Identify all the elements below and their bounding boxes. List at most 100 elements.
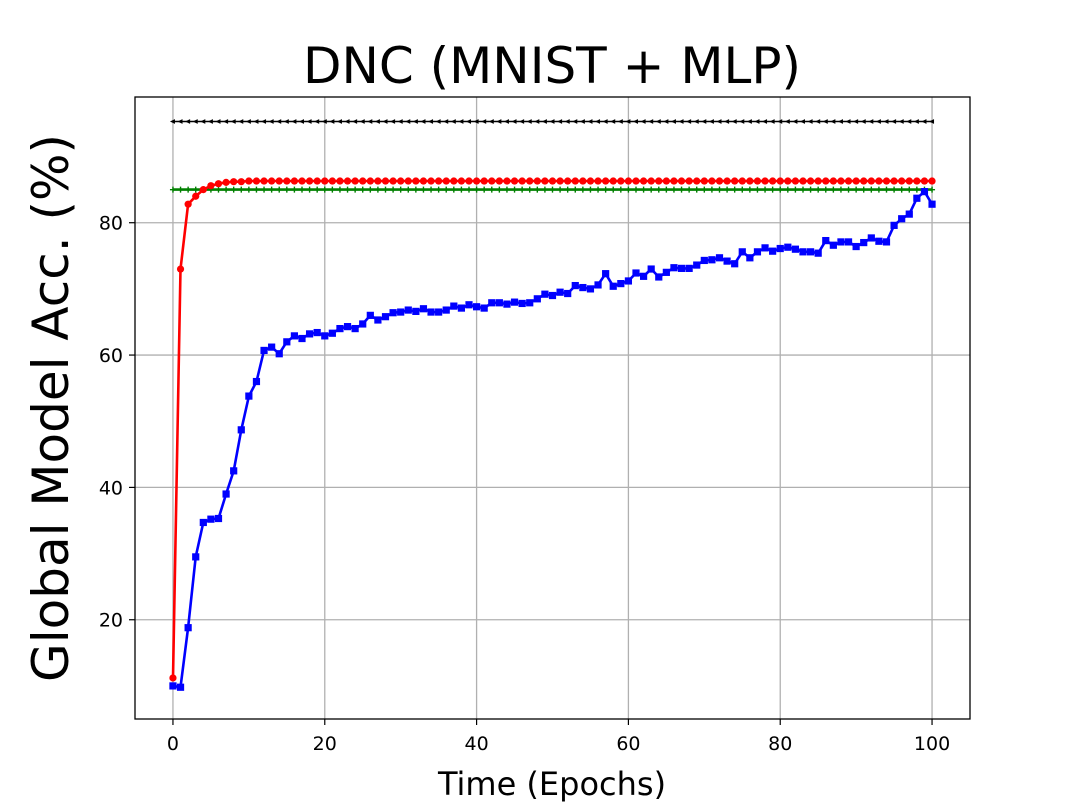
data-point (822, 119, 828, 124)
data-point (685, 177, 693, 185)
x-tick-label: 100 (914, 733, 950, 755)
data-point (883, 119, 889, 124)
data-point (845, 119, 851, 124)
data-point (488, 186, 495, 193)
data-point (548, 291, 557, 300)
data-point (761, 244, 769, 252)
data-point (913, 177, 921, 185)
data-point (746, 186, 753, 193)
data-point (920, 188, 929, 196)
data-point (913, 194, 921, 202)
axis-ticks: 0 20 40 60 80 100 20 40 60 80 (99, 213, 950, 755)
data-point (397, 177, 405, 185)
data-point (853, 186, 860, 193)
data-point (867, 234, 875, 242)
data-point (503, 300, 511, 308)
data-point (769, 247, 777, 255)
data-point (662, 177, 670, 185)
data-point (305, 177, 314, 185)
data-point (670, 264, 678, 272)
data-point (412, 307, 420, 315)
data-point (458, 186, 465, 193)
data-point (647, 265, 655, 273)
data-point (169, 186, 176, 193)
data-point (169, 682, 177, 690)
data-point (678, 119, 684, 124)
data-point (290, 177, 299, 185)
data-point (753, 248, 762, 256)
data-point (291, 186, 298, 193)
data-point (428, 119, 434, 124)
data-point (366, 311, 374, 319)
data-point (412, 186, 419, 193)
data-point (291, 119, 297, 124)
data-point (253, 186, 260, 193)
data-point (928, 200, 936, 208)
data-point (374, 186, 381, 193)
data-point (860, 238, 868, 247)
data-point (655, 177, 663, 185)
data-point (928, 177, 936, 185)
data-point (276, 119, 282, 124)
data-point (693, 177, 701, 185)
data-point (534, 186, 541, 193)
data-point (929, 119, 935, 124)
data-point (199, 186, 207, 194)
data-point (617, 177, 625, 185)
data-point (305, 330, 314, 338)
data-point (382, 119, 388, 124)
data-point (283, 338, 291, 346)
data-point (526, 299, 534, 307)
data-point (898, 119, 904, 124)
data-point (534, 119, 540, 124)
data-point (784, 243, 792, 251)
data-point (830, 119, 836, 124)
data-point (481, 186, 488, 193)
series-line (172, 190, 934, 689)
data-point (837, 177, 845, 185)
data-point (390, 119, 396, 124)
data-point (814, 249, 822, 257)
data-point (572, 186, 579, 193)
data-point (723, 177, 731, 185)
data-point (223, 186, 230, 193)
data-point (806, 248, 815, 256)
data-point (572, 119, 578, 124)
data-point (245, 177, 253, 185)
data-point (207, 182, 215, 190)
x-axis-label: Time (Epochs) (437, 765, 666, 803)
data-point (420, 119, 426, 124)
data-point (359, 119, 365, 124)
data-point (883, 186, 890, 193)
data-point (830, 186, 837, 193)
data-point (314, 186, 321, 193)
data-point (579, 119, 585, 124)
data-point (929, 186, 936, 193)
data-point (192, 553, 200, 561)
data-point (837, 238, 845, 246)
data-point (913, 119, 919, 124)
data-point (443, 119, 449, 124)
data-point (708, 119, 714, 124)
data-point (685, 264, 693, 272)
data-point (328, 329, 336, 337)
data-point (655, 186, 662, 193)
data-point (557, 119, 563, 124)
data-point (503, 119, 509, 124)
data-point (184, 624, 192, 632)
data-point (192, 192, 200, 200)
data-point (731, 177, 739, 185)
data-point (746, 119, 752, 124)
data-point (245, 186, 252, 193)
data-point (389, 309, 397, 317)
data-point (655, 273, 663, 281)
data-point (921, 119, 927, 124)
data-point (913, 186, 920, 193)
data-point (882, 238, 891, 246)
data-point (359, 320, 367, 328)
data-point (367, 186, 374, 193)
data-point (405, 186, 412, 193)
data-point (594, 281, 602, 289)
data-point (230, 119, 236, 124)
data-point (784, 119, 790, 124)
